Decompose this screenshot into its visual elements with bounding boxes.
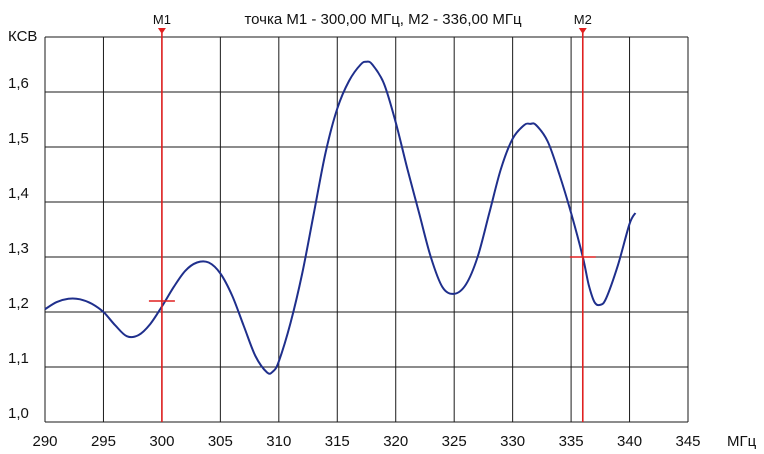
y-tick-labels: 1,0 1,1 1,2 1,3 1,4 1,5 1,6 — [8, 75, 29, 422]
y-tick-label: 1,2 — [8, 295, 29, 312]
x-tick-label: 305 — [208, 433, 233, 450]
x-tick-label: 335 — [559, 433, 584, 450]
x-tick-label: 290 — [32, 433, 57, 450]
marker-triangle-icon — [157, 28, 166, 34]
x-axis-label: МГц — [727, 433, 757, 450]
marker-m2: M2 — [569, 12, 596, 422]
y-axis-label: КСВ — [8, 28, 37, 45]
y-tick-label: 1,4 — [8, 185, 29, 202]
marker-label: M2 — [574, 12, 592, 27]
marker-triangle-icon — [578, 28, 587, 34]
x-tick-label: 325 — [442, 433, 467, 450]
y-tick-label: 1,3 — [8, 240, 29, 257]
marker-m1: M1 — [148, 12, 175, 422]
x-tick-labels: 290 295 300 305 310 315 320 325 330 335 340 345 — [32, 433, 700, 450]
chart-title: точка М1 - 300,00 МГц, М2 - 336,00 МГц — [244, 11, 522, 28]
x-tick-label: 320 — [383, 433, 408, 450]
marker-label: M1 — [153, 12, 171, 27]
y-tick-label: 1,0 — [8, 405, 29, 422]
x-tick-label: 340 — [617, 433, 642, 450]
y-tick-label: 1,6 — [8, 75, 29, 92]
frequency-markers: M1 M2 — [148, 12, 596, 422]
x-tick-label: 310 — [266, 433, 291, 450]
vswr-series-line — [44, 60, 637, 375]
x-tick-label: 345 — [675, 433, 700, 450]
x-tick-label: 330 — [500, 433, 525, 450]
chart-grid — [44, 36, 689, 423]
x-tick-label: 315 — [325, 433, 350, 450]
y-tick-label: 1,1 — [8, 350, 29, 367]
x-tick-label: 295 — [91, 433, 116, 450]
x-tick-label: 300 — [149, 433, 174, 450]
y-tick-label: 1,5 — [8, 130, 29, 147]
